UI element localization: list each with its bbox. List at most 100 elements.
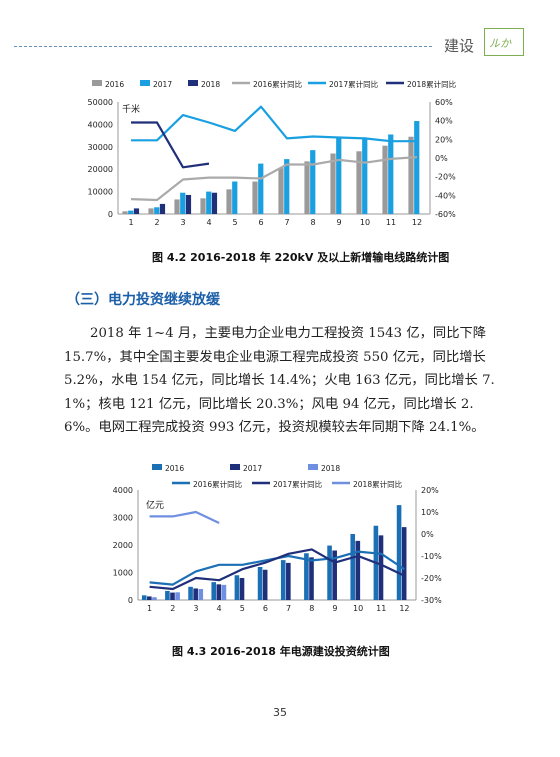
fig1-bar-2017 xyxy=(388,134,394,214)
fig1-x-tick-label: 1 xyxy=(128,218,133,227)
logo-icon: ルか xyxy=(484,28,524,56)
fig1-y2-tick-label: -60% xyxy=(435,210,456,219)
logo-text: ルか xyxy=(489,37,511,50)
page-number: 35 xyxy=(273,706,287,719)
fig2-bar-2017 xyxy=(147,596,152,600)
fig1-y2-tick-label: -20% xyxy=(435,173,456,182)
fig1-x-tick-label: 4 xyxy=(206,218,211,227)
fig2-x-tick-label: 10 xyxy=(353,604,363,613)
fig1-bar-2016 xyxy=(382,145,388,214)
fig2-y-tick-label: 0 xyxy=(128,596,133,605)
fig1-y2-tick-label: -40% xyxy=(435,191,456,200)
fig1-y2-tick-label: 40% xyxy=(435,117,453,126)
fig1-bar-2016 xyxy=(304,161,310,214)
fig2-x-tick-label: 11 xyxy=(376,604,386,613)
fig2-bar-2018 xyxy=(175,592,180,600)
fig2-bar-2017 xyxy=(193,588,198,600)
fig2-bar-2017 xyxy=(401,527,407,600)
fig1-legend-swatch xyxy=(188,80,198,86)
fig2-line-2 xyxy=(149,510,220,524)
fig1-x-tick-label: 10 xyxy=(360,218,370,227)
fig1-line-0 xyxy=(130,156,418,202)
fig2-bar-2017 xyxy=(286,562,291,600)
fig1-legend-swatch xyxy=(92,80,102,86)
fig2-unit-label: 亿元 xyxy=(146,499,164,511)
fig1-bar-2016 xyxy=(200,198,206,214)
figure-caption-4-2: 图 4.2 2016-2018 年 220kV 及以上新增输电线路统计图 xyxy=(152,251,450,264)
fig2-legend-swatch xyxy=(308,464,318,470)
fig1-bar-2017 xyxy=(284,159,290,214)
fig2-bar-2016 xyxy=(257,567,263,600)
fig1-bar-2017 xyxy=(232,181,238,214)
fig1-x-tick-label: 7 xyxy=(284,218,289,227)
fig1-y-tick-label: 0 xyxy=(108,210,113,219)
fig1-x-tick-label: 11 xyxy=(386,218,396,227)
fig2-bar-2017 xyxy=(262,569,268,600)
fig2-y2-tick-label: 20% xyxy=(421,486,439,495)
fig1-bar-2017 xyxy=(310,150,316,214)
fig1-legend-label: 2017 xyxy=(153,80,172,89)
fig1-y-tick-label: 40000 xyxy=(88,120,113,129)
fig1-line-1 xyxy=(131,105,417,143)
fig1-legend-label: 2017累计同比 xyxy=(329,79,379,89)
fig2-bar-2016 xyxy=(327,545,332,600)
fig2-bar-2017 xyxy=(216,584,222,600)
fig2-bar-2017 xyxy=(170,592,175,600)
section-heading: （三）电力投资继续放缓 xyxy=(66,292,220,308)
fig1-bar-2016 xyxy=(408,136,414,214)
fig1-bar-2017 xyxy=(414,121,420,214)
fig1-bar-2017 xyxy=(180,192,186,214)
fig2-bar-2017 xyxy=(309,557,314,600)
fig2-line-1 xyxy=(149,548,405,591)
fig1-legend-swatch xyxy=(140,80,150,86)
fig2-legend-label: 2018累计同比 xyxy=(353,479,403,489)
fig1-x-tick-label: 8 xyxy=(310,218,315,227)
fig1-y2-tick-label: 20% xyxy=(435,135,453,144)
fig2-bar-2016 xyxy=(165,590,170,600)
fig2-legend-label: 2016 xyxy=(165,464,184,473)
fig1-y-tick-label: 20000 xyxy=(88,165,113,174)
fig2-y-tick-label: 3000 xyxy=(113,514,133,523)
fig1-y-tick-label: 30000 xyxy=(88,143,113,152)
fig2-bar-2018 xyxy=(152,597,157,600)
fig1-y-tick-label: 10000 xyxy=(88,188,113,197)
fig2-bar-2016 xyxy=(211,582,217,600)
fig2-bar-2016 xyxy=(396,505,402,600)
fig1-bar-2017 xyxy=(154,207,160,214)
fig2-y-tick-label: 2000 xyxy=(113,541,133,550)
fig1-y2-tick-label: 60% xyxy=(435,98,453,107)
fig2-y2-tick-label: 10% xyxy=(421,508,439,517)
fig2-bar-2018 xyxy=(198,589,204,600)
fig1-bar-2017 xyxy=(336,136,342,214)
body-paragraph: 2018 年 1~4 月，主要电力企业电力工程投资 1543 亿，同比下降 15… xyxy=(64,326,495,435)
fig2-legend-swatch xyxy=(230,464,240,470)
fig1-bar-2016 xyxy=(122,211,128,214)
fig1-x-tick-label: 2 xyxy=(154,218,159,227)
fig1-bar-2016 xyxy=(356,151,362,214)
fig2-bar-2017 xyxy=(332,550,337,600)
fig1-bar-2016 xyxy=(252,181,258,214)
fig2-y-tick-label: 4000 xyxy=(113,486,133,495)
fig2-x-tick-label: 3 xyxy=(193,604,198,613)
fig2-bar-2016 xyxy=(234,575,240,600)
fig1-x-tick-label: 12 xyxy=(412,218,422,227)
fig1-legend-label: 2018 xyxy=(201,80,220,89)
section-title: 建设 xyxy=(444,37,475,55)
fig1-legend-label: 2018累计同比 xyxy=(407,79,457,89)
fig2-bar-2016 xyxy=(304,553,309,600)
fig2-bar-2017 xyxy=(239,578,245,600)
fig1-x-tick-label: 5 xyxy=(232,218,237,227)
fig2-bar-2016 xyxy=(141,595,147,600)
fig1-unit-label: 千米 xyxy=(122,103,140,115)
fig1-line-2 xyxy=(131,121,210,169)
fig1-y2-tick-label: 0% xyxy=(435,154,448,163)
fig1-bar-2018 xyxy=(159,203,166,214)
fig1-bar-2018 xyxy=(133,208,140,214)
fig2-x-tick-label: 12 xyxy=(399,604,409,613)
fig2-legend-swatch xyxy=(152,464,162,470)
fig2-x-tick-label: 1 xyxy=(147,604,152,613)
fig2-x-tick-label: 5 xyxy=(240,604,245,613)
fig2-y-tick-label: 1000 xyxy=(113,569,133,578)
fig1-x-tick-label: 6 xyxy=(258,218,263,227)
fig2-legend-label: 2016累计同比 xyxy=(193,479,243,489)
